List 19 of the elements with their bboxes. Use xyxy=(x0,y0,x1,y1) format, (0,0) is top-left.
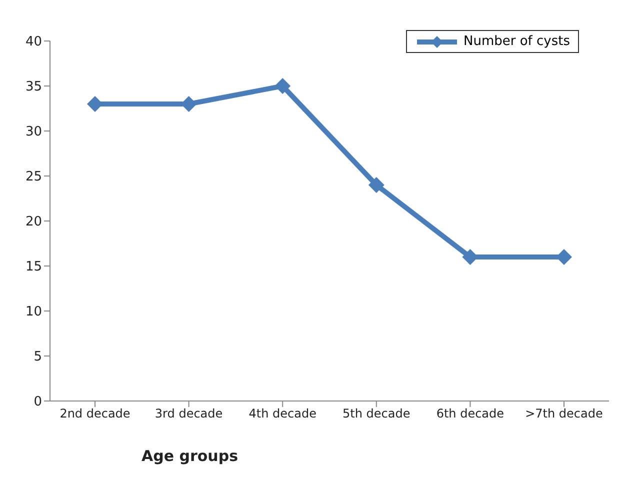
y-tick-label: 25 xyxy=(25,170,42,185)
x-tick-label: >7th decade xyxy=(525,406,603,421)
point xyxy=(274,78,291,94)
x-tick-label: 4th decade xyxy=(248,406,316,421)
y-tick-label: 5 xyxy=(34,350,42,365)
y-tick-label: 0 xyxy=(34,394,42,410)
y-tick-label: 20 xyxy=(25,214,42,230)
x-tick-label: 6th decade xyxy=(436,406,504,421)
x-tick-label: 3rd decade xyxy=(154,406,223,421)
x-tick-label: 2nd decade xyxy=(60,406,130,421)
y-tick-label: 15 xyxy=(25,260,42,275)
y-tick-label: 35 xyxy=(25,80,42,95)
y-tick-label: 30 xyxy=(25,124,42,140)
y-tick-label: 10 xyxy=(25,304,42,320)
x-tick-label: 5th decade xyxy=(342,406,410,421)
x-axis-title: Age groups xyxy=(141,447,238,465)
y-tick-label: 40 xyxy=(25,34,42,50)
point xyxy=(368,177,384,193)
legend-label: Number of cysts xyxy=(463,34,570,49)
